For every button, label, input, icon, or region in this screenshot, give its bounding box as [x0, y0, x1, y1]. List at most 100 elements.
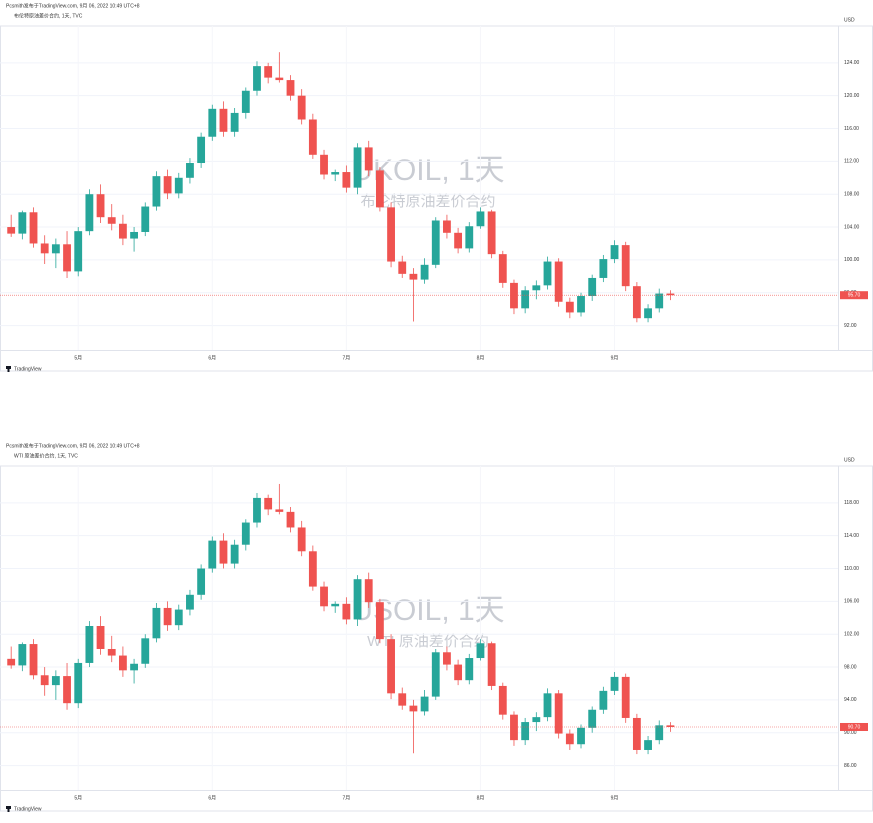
candle-body [610, 676, 619, 691]
candle-body [543, 693, 552, 718]
y-tick-label: 94.00 [844, 697, 857, 703]
candle-body [286, 511, 295, 528]
candle-body [308, 119, 317, 155]
candle-body [532, 285, 541, 291]
candle-body [521, 290, 530, 309]
watermark-subtitle: WTI 原油差价合约 [367, 633, 489, 650]
y-tick-label: 104.00 [844, 224, 860, 230]
candle-body [409, 705, 418, 712]
candle-body [163, 176, 172, 194]
candle-body [130, 663, 138, 671]
candle-body [40, 243, 49, 254]
candle-body [364, 579, 373, 603]
candle-body [510, 714, 518, 741]
header: Pcsmith发布于TradingView.com, 9月 06, 2022 1… [6, 2, 140, 9]
last-price-label: 95.70 [848, 293, 861, 299]
candle-body [152, 176, 161, 207]
candle-body [387, 207, 395, 262]
y-tick-label: 120.00 [844, 93, 860, 99]
candle-body [63, 244, 71, 272]
candle-body [443, 652, 451, 665]
y-tick-label: 98.00 [844, 664, 857, 670]
candle-body [554, 693, 563, 734]
candle-body [275, 509, 284, 512]
candle-body [487, 643, 496, 686]
candle-body [443, 220, 451, 233]
last-price-box [840, 291, 868, 300]
candle-body [208, 108, 217, 137]
candle-body [63, 676, 71, 704]
candle-body [532, 717, 541, 723]
candle-body [7, 227, 16, 234]
candle-body [375, 170, 384, 208]
symbol-title: WTI 原油差价合约, 1天, TVC [14, 452, 78, 459]
header: Pcsmith发布于TradingView.com, 9月 06, 2022 1… [6, 442, 140, 449]
candle-body [666, 725, 675, 727]
candle-body [655, 293, 664, 309]
candle-body [241, 90, 250, 113]
candle-body [118, 223, 127, 239]
candle-body [118, 655, 127, 671]
x-tick-label: 8月 [477, 795, 485, 801]
candle-body [621, 245, 630, 287]
candle-body [565, 733, 574, 745]
candle-body [387, 639, 395, 694]
candle-body [107, 648, 116, 656]
watermark: UKOIL, 1天 [351, 154, 504, 187]
candle-body [588, 277, 597, 297]
candle-body [219, 108, 228, 132]
candle-body [632, 717, 641, 750]
candle-body [621, 676, 630, 718]
x-tick-label: 7月 [342, 355, 350, 361]
candle-body [331, 603, 340, 607]
y-tick-label: 106.00 [844, 599, 860, 605]
candle-body [342, 603, 351, 620]
last-price-box [840, 722, 868, 731]
candle-body [320, 586, 328, 607]
y-tick-label: 92.00 [844, 323, 857, 329]
symbol-title: 布伦特原油差价合约, 1天, TVC [14, 12, 83, 19]
candle-body [364, 147, 373, 171]
candle-body [29, 644, 38, 676]
candle-body [186, 594, 194, 610]
candle-body [521, 722, 530, 741]
x-tick-label: 9月 [611, 795, 619, 801]
x-tick-label: 9月 [611, 355, 619, 361]
candle-body [253, 66, 261, 91]
candle-body [230, 544, 239, 564]
candle-body [420, 264, 429, 280]
candle-body [85, 626, 94, 663]
candle-body [476, 211, 485, 227]
candle-body [588, 709, 597, 728]
candle-body [577, 727, 585, 745]
candle-body [264, 497, 273, 510]
candle-body [141, 206, 150, 232]
candle-body [219, 540, 228, 564]
candle-body [107, 217, 116, 224]
x-tick-label: 5月 [74, 795, 82, 801]
candle-body [510, 282, 518, 309]
candle-body [487, 211, 496, 255]
candle-body [18, 644, 27, 666]
chart-panel: Pcsmith发布于TradingView.com, 9月 06, 2022 1… [0, 442, 873, 812]
candle-body [197, 568, 206, 595]
last-price-label: 90.70 [848, 724, 861, 730]
candle-body [141, 638, 150, 664]
candle-body [431, 652, 440, 697]
candle-body [454, 232, 463, 249]
candle-body [465, 658, 474, 681]
candle-body [174, 609, 183, 626]
candle-body [398, 261, 407, 274]
chart-panel: Pcsmith发布于TradingView.com, 9月 06, 2022 1… [0, 2, 873, 372]
y-tick-label: 114.00 [844, 533, 859, 539]
candle-body [331, 172, 340, 175]
y-tick-label: 110.00 [844, 566, 859, 572]
candle-body [666, 293, 675, 296]
x-tick-label: 6月 [208, 355, 216, 361]
y-tick-label: 112.00 [844, 159, 859, 165]
candle-body [476, 643, 485, 659]
candle-body [577, 296, 585, 313]
candle-body [644, 740, 652, 750]
candle-body [51, 676, 60, 686]
candle-body [286, 80, 295, 96]
